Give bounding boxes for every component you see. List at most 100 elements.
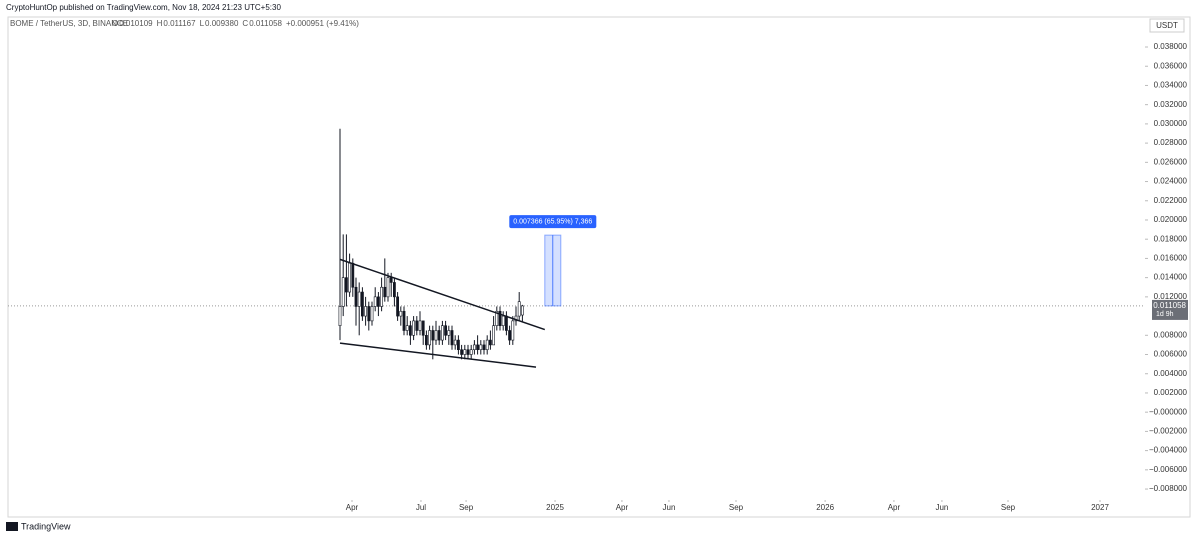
ohlc-key: L xyxy=(200,19,205,28)
candles xyxy=(338,128,524,360)
measure-label: 0.007366 (65.95%) 7,366 xyxy=(513,218,592,225)
candle-body xyxy=(508,330,512,341)
x-tick-label: Sep xyxy=(729,503,744,512)
y-tick-label: 0.018000 xyxy=(1154,234,1188,243)
candle-body xyxy=(485,339,489,351)
trendline xyxy=(339,258,546,331)
candle-body xyxy=(402,310,406,331)
x-tick-label: 2027 xyxy=(1091,503,1109,512)
y-tick-label: 0.038000 xyxy=(1154,42,1188,51)
ohlc-value: 0.011167 xyxy=(163,19,196,28)
x-tick-label: Jun xyxy=(935,503,948,512)
candle-body xyxy=(495,310,499,326)
ohlc-key: O xyxy=(112,19,118,28)
x-tick-label: Jul xyxy=(416,503,426,512)
candle-body xyxy=(348,262,352,293)
candle-body xyxy=(511,320,515,341)
y-tick-label: 0.024000 xyxy=(1154,177,1188,186)
candle-body xyxy=(370,306,374,322)
y-tick-label: 0.016000 xyxy=(1154,254,1188,263)
y-tick-label: 0.026000 xyxy=(1154,157,1188,166)
candle-body xyxy=(376,296,380,307)
candle-body xyxy=(344,277,348,293)
candle-body xyxy=(476,344,480,351)
candle-body xyxy=(466,349,470,355)
candle-body xyxy=(392,282,396,298)
candle-body xyxy=(354,286,358,307)
candle-body xyxy=(434,330,438,341)
candle-body xyxy=(492,325,496,346)
candle-body xyxy=(517,301,521,317)
y-tick-label: 0.020000 xyxy=(1154,215,1188,224)
candle-body xyxy=(380,286,384,307)
candle-body xyxy=(421,320,425,336)
candle-body xyxy=(469,349,473,355)
last-price-label: 0.011058 xyxy=(1153,301,1186,310)
candle-body xyxy=(383,286,387,298)
candle-body xyxy=(482,344,486,351)
ohlc-key: C xyxy=(242,19,248,28)
y-tick-label: 0.022000 xyxy=(1154,196,1188,205)
x-tick-label: Sep xyxy=(1001,503,1016,512)
candle-body xyxy=(396,296,400,317)
ohlc-value: 0.009380 xyxy=(205,19,239,28)
candle-body xyxy=(405,325,409,331)
candle-body xyxy=(520,305,524,316)
change: +0.000951 (+9.41%) xyxy=(286,19,359,28)
x-tick-label: Jun xyxy=(663,503,676,512)
y-tick-label: 0.004000 xyxy=(1154,369,1188,378)
candle-body xyxy=(389,277,393,283)
y-tick-label: 0.014000 xyxy=(1154,273,1188,282)
candle-body xyxy=(408,325,412,336)
x-tick-label: 2026 xyxy=(816,503,834,512)
candle-body xyxy=(338,306,342,326)
candle-body xyxy=(453,339,457,346)
candle-body xyxy=(498,310,502,326)
symbol: BOME / TetherUS, 3D, BINANCE xyxy=(10,19,128,28)
candle-body xyxy=(341,277,345,307)
candle-body xyxy=(364,306,368,317)
y-tick-label: 0.008000 xyxy=(1154,330,1188,339)
x-tick-label: Apr xyxy=(346,503,359,512)
brand-logo xyxy=(6,522,18,531)
last-price-box xyxy=(1152,299,1188,320)
y-tick-label: −0.004000 xyxy=(1149,446,1188,455)
candle-body xyxy=(415,320,419,331)
candle-body xyxy=(450,330,454,346)
candle-body xyxy=(504,315,508,331)
countdown: 1d 9h xyxy=(1156,311,1174,318)
candle-body xyxy=(447,330,451,336)
candle-body xyxy=(501,315,505,326)
measure-label-bg xyxy=(509,215,597,229)
y-tick-label: −0.008000 xyxy=(1149,484,1188,493)
candle-body xyxy=(440,325,444,341)
candle-body xyxy=(367,306,371,322)
candle-body xyxy=(418,320,422,331)
x-tick-label: Sep xyxy=(459,503,474,512)
candle-body xyxy=(479,344,483,351)
currency-box xyxy=(1149,18,1185,33)
brand: TradingView xyxy=(6,521,71,531)
y-tick-label: −0.006000 xyxy=(1149,465,1188,474)
currency: USDT xyxy=(1156,21,1178,30)
candle-body xyxy=(412,320,416,336)
trendline xyxy=(339,342,537,368)
candle-body xyxy=(488,339,492,346)
candle-body xyxy=(463,349,467,355)
y-tick-label: 0.034000 xyxy=(1154,81,1188,90)
ohlc-value: 0.010109 xyxy=(119,19,153,28)
brand-name: TradingView xyxy=(21,521,71,531)
candle-body xyxy=(472,344,476,351)
x-tick-label: Apr xyxy=(888,503,901,512)
candle-body xyxy=(360,291,364,317)
candle-body xyxy=(357,291,361,307)
candle-body xyxy=(514,315,518,322)
y-tick-label: 0.028000 xyxy=(1154,138,1188,147)
y-tick-label: 0.002000 xyxy=(1154,388,1188,397)
publisher: CryptoHuntOp published on TradingView.co… xyxy=(6,3,281,12)
x-tick-label: Apr xyxy=(616,503,629,512)
candle-body xyxy=(399,310,403,317)
y-tick-label: −0.000000 xyxy=(1149,407,1188,416)
candle-body xyxy=(456,339,460,351)
